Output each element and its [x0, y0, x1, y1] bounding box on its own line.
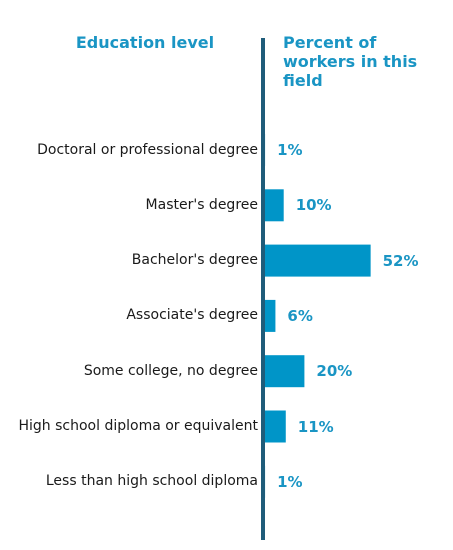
category-label: Bachelor's degree [131, 252, 258, 269]
bar [263, 244, 371, 277]
value-label: 6% [287, 306, 313, 325]
category-label: Some college, no degree [83, 362, 258, 379]
bar [263, 355, 305, 388]
value-label: 20% [316, 362, 353, 381]
category-label: Less than high school diploma [45, 473, 258, 490]
value-label: 1% [277, 141, 303, 159]
category-label: High school diploma or equivalent [18, 418, 258, 434]
value-label: 52% [382, 251, 419, 270]
value-label: 1% [277, 472, 303, 491]
bar [263, 189, 284, 222]
category-column-header: Education level [75, 33, 215, 52]
bar [263, 410, 286, 443]
value-label: 11% [297, 417, 334, 436]
value-label: 10% [295, 196, 332, 215]
category-label: Master's degree [145, 196, 258, 213]
value-column-header: Percent of workers in this field [283, 33, 418, 90]
category-label: Doctoral or professional degree [37, 141, 258, 158]
bar [263, 299, 276, 332]
category-label: Associate's degree [126, 307, 258, 324]
